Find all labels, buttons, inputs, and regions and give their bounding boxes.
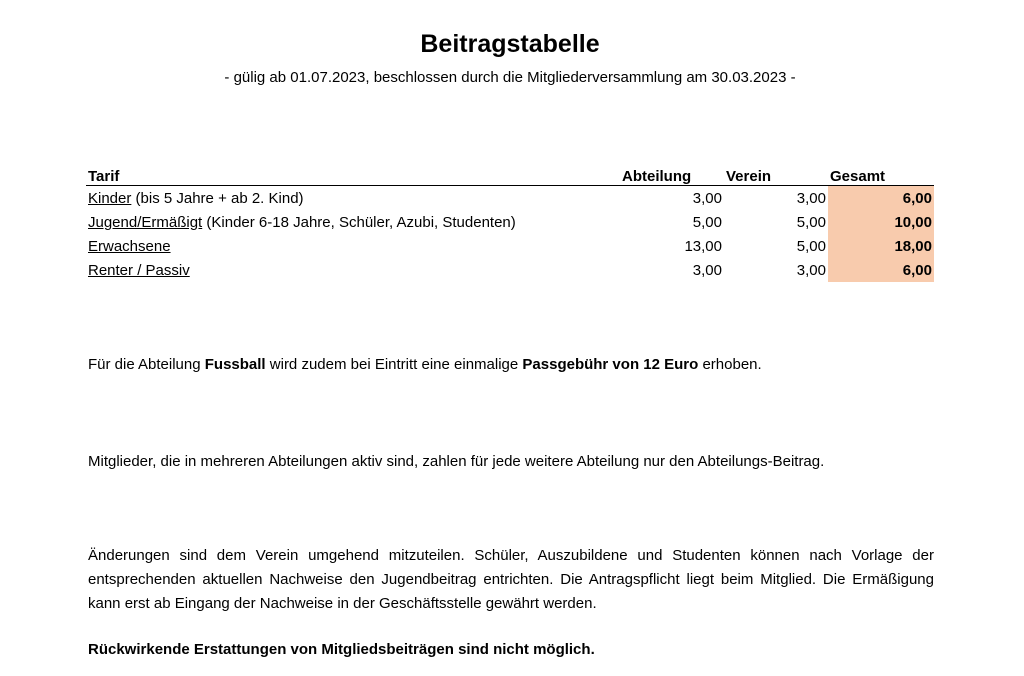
gesamt-value: 6,00 [828, 258, 934, 282]
fussball-note: Für die Abteilung Fussball wird zudem be… [88, 353, 934, 377]
fussball-text-3: erhoben. [698, 356, 762, 373]
table-header-row: Tarif Abteilung Verein Gesamt [86, 163, 934, 186]
no-refund-note: Rückwirkende Erstattungen von Mitgliedsb… [88, 641, 595, 658]
tarif-name: Kinder [88, 189, 132, 207]
tarif-name: Jugend/Ermäßigt [88, 213, 203, 231]
abteilung-value: 5,00 [692, 213, 722, 231]
tarif-detail: (bis 5 Jahre + ab 2. Kind) [131, 189, 304, 207]
verein-value: 3,00 [796, 261, 826, 279]
tarif-detail: (Kinder 6-18 Jahre, Schüler, Azubi, Stud… [202, 213, 516, 231]
changes-note: Änderungen sind dem Verein umgehend mitz… [88, 547, 934, 612]
tarif-cell: Jugend/Ermäßigt (Kinder 6-18 Jahre, Schü… [86, 210, 620, 234]
verein-value: 5,00 [796, 213, 826, 231]
table-row: Kinder (bis 5 Jahre + ab 2. Kind) 3,00 3… [86, 185, 934, 211]
tarif-cell: Renter / Passiv [86, 258, 620, 282]
tarif-cell: Erwachsene [86, 234, 620, 258]
document-title: Beitragstabelle [420, 30, 600, 58]
header-abteilung: Abteilung [622, 168, 692, 185]
verein-value: 3,00 [796, 189, 826, 207]
table-row: Jugend/Ermäßigt (Kinder 6-18 Jahre, Schü… [86, 210, 934, 234]
header-tarif: Tarif [88, 168, 120, 185]
document-subtitle: - gülig ab 01.07.2023, beschlossen durch… [224, 69, 796, 86]
fussball-text-2: wird zudem bei Eintritt eine einmalige [265, 356, 523, 373]
fussball-text-1: Für die Abteilung [88, 356, 205, 373]
header-gesamt: Gesamt [830, 168, 886, 185]
fee-table: Tarif Abteilung Verein Gesamt Kinder (bi… [86, 163, 934, 282]
fussball-bold-1: Fussball [204, 356, 266, 373]
header-verein: Verein [726, 168, 772, 185]
table-row: Renter / Passiv 3,00 3,00 6,00 [86, 258, 934, 282]
fussball-bold-2: Passgebühr von 12 Euro [522, 356, 699, 373]
tarif-name: Erwachsene [88, 237, 171, 255]
gesamt-value: 10,00 [828, 210, 934, 234]
gesamt-value: 6,00 [828, 185, 934, 210]
abteilung-value: 3,00 [692, 261, 722, 279]
gesamt-value: 18,00 [828, 234, 934, 258]
multiple-departments-note: Mitglieder, die in mehreren Abteilungen … [88, 453, 825, 470]
tarif-cell: Kinder (bis 5 Jahre + ab 2. Kind) [86, 186, 620, 211]
tarif-name: Renter / Passiv [88, 261, 190, 279]
abteilung-value: 3,00 [692, 189, 722, 207]
verein-value: 5,00 [796, 237, 826, 255]
table-row: Erwachsene 13,00 5,00 18,00 [86, 234, 934, 258]
abteilung-value: 13,00 [684, 237, 722, 255]
